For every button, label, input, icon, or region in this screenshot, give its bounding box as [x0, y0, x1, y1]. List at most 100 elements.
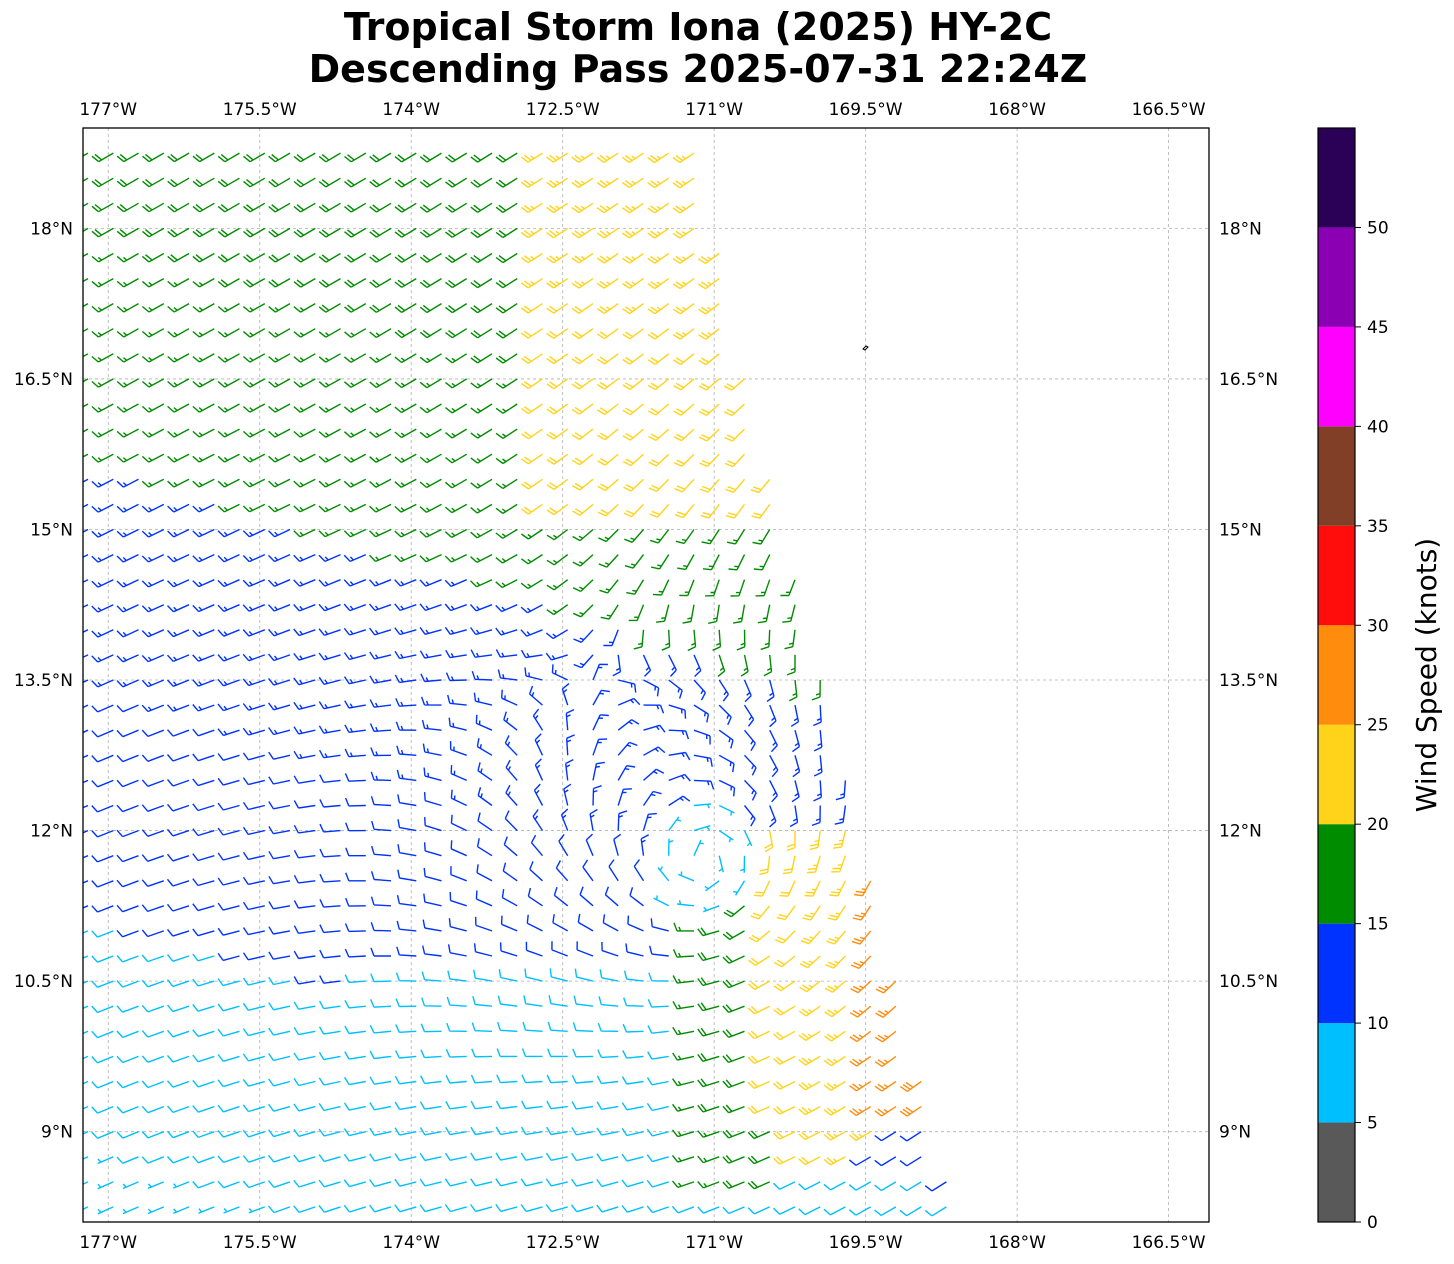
wind-barb: [116, 879, 139, 888]
colorbar-tick-label: 45: [1367, 318, 1389, 338]
y-tick-label-left: 10.5°N: [14, 972, 73, 992]
wind-barb: [646, 1077, 669, 1086]
y-tick-label-right: 16.5°N: [1219, 370, 1278, 390]
wind-barb: [419, 428, 442, 439]
wind-barb: [532, 708, 544, 731]
wind-barb: [774, 930, 796, 944]
wind-barb: [849, 1030, 872, 1043]
wind-barb: [642, 790, 662, 806]
wind-barb: [444, 1204, 467, 1213]
wind-barb: [83, 729, 89, 734]
wind-barb: [470, 1152, 493, 1161]
wind-barb: [217, 252, 240, 263]
wind-barb: [116, 553, 139, 563]
wind-barb: [243, 227, 266, 238]
wind-barb: [874, 1080, 897, 1092]
island-marker: [862, 345, 869, 351]
wind-barb: [718, 729, 734, 749]
wind-barb: [217, 227, 240, 238]
wind-barb: [672, 202, 695, 214]
wind-barb: [697, 1130, 720, 1138]
wind-barb: [141, 579, 165, 588]
wind-barb: [693, 729, 711, 745]
wind-barb: [503, 711, 518, 731]
wind-barb: [91, 1055, 114, 1064]
wind-barb: [743, 830, 753, 847]
wind-barb: [740, 654, 749, 677]
wind-barb: [242, 901, 265, 911]
wind-barb: [722, 1054, 745, 1064]
wind-barb: [268, 252, 291, 263]
wind-barb: [268, 751, 291, 760]
wind-barb: [267, 677, 291, 686]
wind-barb: [83, 880, 89, 884]
wind-barb: [141, 929, 165, 938]
wind-barb: [546, 528, 569, 541]
wind-barb: [545, 652, 568, 661]
x-tick-label-bottom: 177°W: [79, 1233, 137, 1253]
wind-barb: [141, 979, 165, 988]
wind-barb: [470, 453, 493, 464]
wind-barb: [370, 771, 392, 782]
wind-barb: [83, 1131, 89, 1135]
wind-barb: [419, 177, 442, 188]
wind-barb: [592, 663, 608, 681]
wind-barb: [192, 803, 215, 812]
wind-barb: [167, 428, 190, 438]
wind-barb: [116, 1156, 139, 1164]
wind-barb: [91, 1131, 114, 1139]
wind-barb: [571, 303, 594, 314]
wind-barb: [495, 403, 518, 414]
wind-barb: [698, 328, 720, 340]
wind-barb: [597, 428, 619, 441]
wind-barb: [743, 754, 757, 776]
wind-barb: [726, 529, 746, 545]
wind-barb: [649, 529, 670, 544]
wind-barb: [318, 478, 341, 488]
wind-barb: [83, 629, 89, 633]
wind-barb: [520, 649, 543, 659]
wind-barb: [268, 528, 291, 538]
wind-barb: [293, 628, 316, 637]
wind-barb: [343, 553, 367, 563]
wind-barb: [561, 683, 570, 706]
wind-barb: [470, 303, 493, 314]
wind-barb: [823, 1105, 846, 1116]
wind-barb: [419, 227, 442, 238]
wind-barb: [370, 747, 392, 757]
wind-barb: [743, 729, 756, 752]
wind-barb: [91, 855, 114, 863]
wind-barb: [597, 1022, 619, 1032]
wind-barb: [318, 428, 341, 438]
wind-barb: [116, 152, 139, 163]
wind-barb: [91, 930, 114, 938]
wind-barb: [419, 152, 442, 163]
wind-barb: [242, 678, 266, 687]
wind-barb: [419, 626, 442, 635]
colorbar-tick-label: 0: [1367, 1213, 1378, 1233]
wind-barb: [242, 277, 266, 288]
wind-barb: [799, 1232, 821, 1240]
wind-barb: [242, 876, 265, 886]
wind-barb: [647, 202, 670, 214]
wind-barb: [167, 503, 190, 513]
wind-barb: [496, 1230, 517, 1237]
wind-barb: [192, 903, 215, 912]
wind-barb: [421, 997, 442, 1007]
wind-barb: [293, 1154, 316, 1163]
wind-barb: [192, 528, 215, 538]
wind-barb: [592, 761, 605, 781]
wind-barb: [597, 378, 619, 390]
wind-barb: [831, 855, 847, 873]
wind-barb: [318, 353, 341, 363]
wind-barb: [527, 887, 543, 907]
wind-barb: [596, 177, 619, 189]
wind-barb: [445, 403, 468, 414]
wind-barb: [444, 528, 468, 539]
wind-barb: [242, 478, 266, 488]
wind-barb: [445, 252, 468, 263]
wind-barb: [293, 677, 316, 686]
wind-barb: [141, 879, 165, 887]
wind-barb: [217, 1079, 240, 1088]
wind-barb: [899, 1131, 922, 1142]
